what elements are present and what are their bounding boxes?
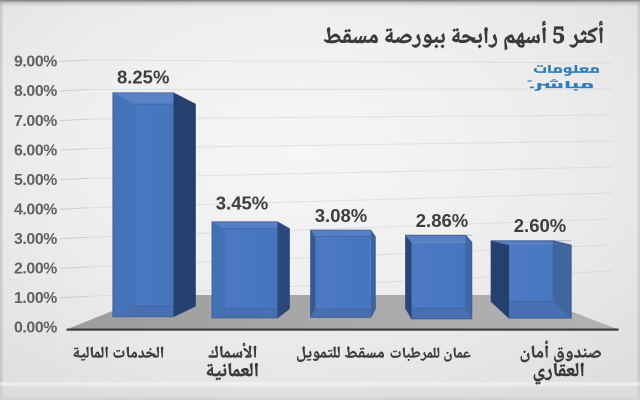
svg-text:8.00%: 8.00% — [14, 83, 57, 100]
svg-text:0.00%: 0.00% — [14, 320, 57, 337]
svg-text:6.00%: 6.00% — [14, 142, 57, 159]
svg-text:7.00%: 7.00% — [14, 113, 57, 130]
svg-text:5.00%: 5.00% — [14, 172, 57, 189]
svg-text:3.45%: 3.45% — [216, 193, 268, 214]
svg-text:1.00%: 1.00% — [14, 290, 57, 307]
svg-text:2.60%: 2.60% — [514, 215, 566, 236]
svg-text:3.08%: 3.08% — [315, 205, 367, 226]
svg-text:2.86%: 2.86% — [416, 210, 468, 231]
svg-text:9.00%: 9.00% — [14, 54, 57, 71]
svg-text:4.00%: 4.00% — [14, 202, 57, 219]
svg-text:2.00%: 2.00% — [14, 261, 57, 278]
svg-text:3.00%: 3.00% — [14, 231, 57, 248]
svg-text:8.25%: 8.25% — [117, 66, 169, 87]
